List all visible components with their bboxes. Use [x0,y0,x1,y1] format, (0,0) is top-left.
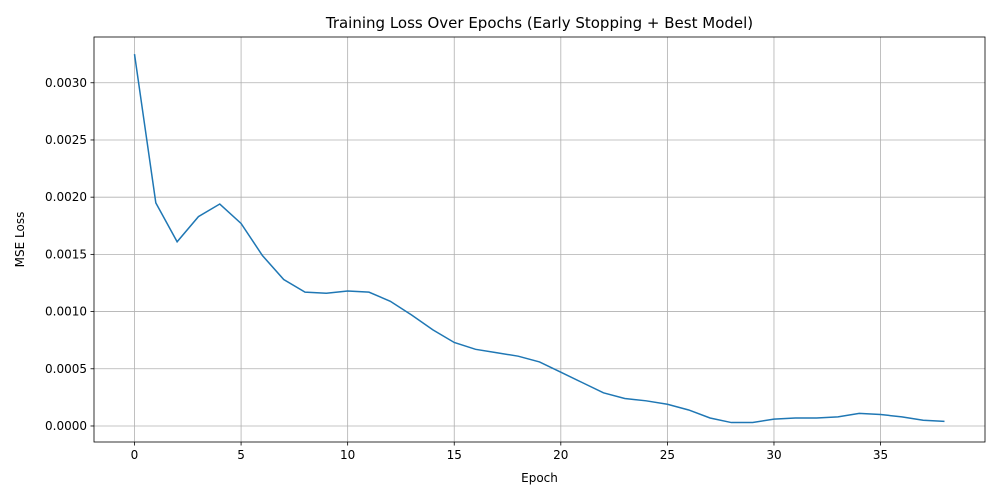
x-tick-label: 25 [660,448,675,462]
x-axis-label: Epoch [521,471,558,485]
x-tick-label: 10 [340,448,355,462]
y-tick-label: 0.0020 [45,190,87,204]
x-tick-label: 30 [766,448,781,462]
x-tick-label: 15 [447,448,462,462]
y-tick-label: 0.0030 [45,76,87,90]
y-tick-label: 0.0000 [45,419,87,433]
x-tick-label: 35 [873,448,888,462]
x-tick-label: 20 [553,448,568,462]
y-tick-label: 0.0010 [45,305,87,319]
y-axis-ticks: 0.0000 0.0005 0.0010 0.0015 0.0020 0.0025 0.00… [45,76,94,433]
plot-frame [93,36,986,443]
grid-lines [94,37,985,442]
loss-series-line [133,54,945,424]
x-axis-ticks: 0 5 10 15 20 25 30 35 [131,442,888,462]
y-axis-label: MSE Loss [13,212,27,268]
x-tick-label: 5 [237,448,245,462]
y-tick-label: 0.0005 [45,362,87,376]
y-tick-label: 0.0015 [45,247,87,261]
chart-title: Training Loss Over Epochs (Early Stoppin… [325,14,753,32]
x-tick-label: 0 [131,448,139,462]
y-tick-label: 0.0025 [45,133,87,147]
